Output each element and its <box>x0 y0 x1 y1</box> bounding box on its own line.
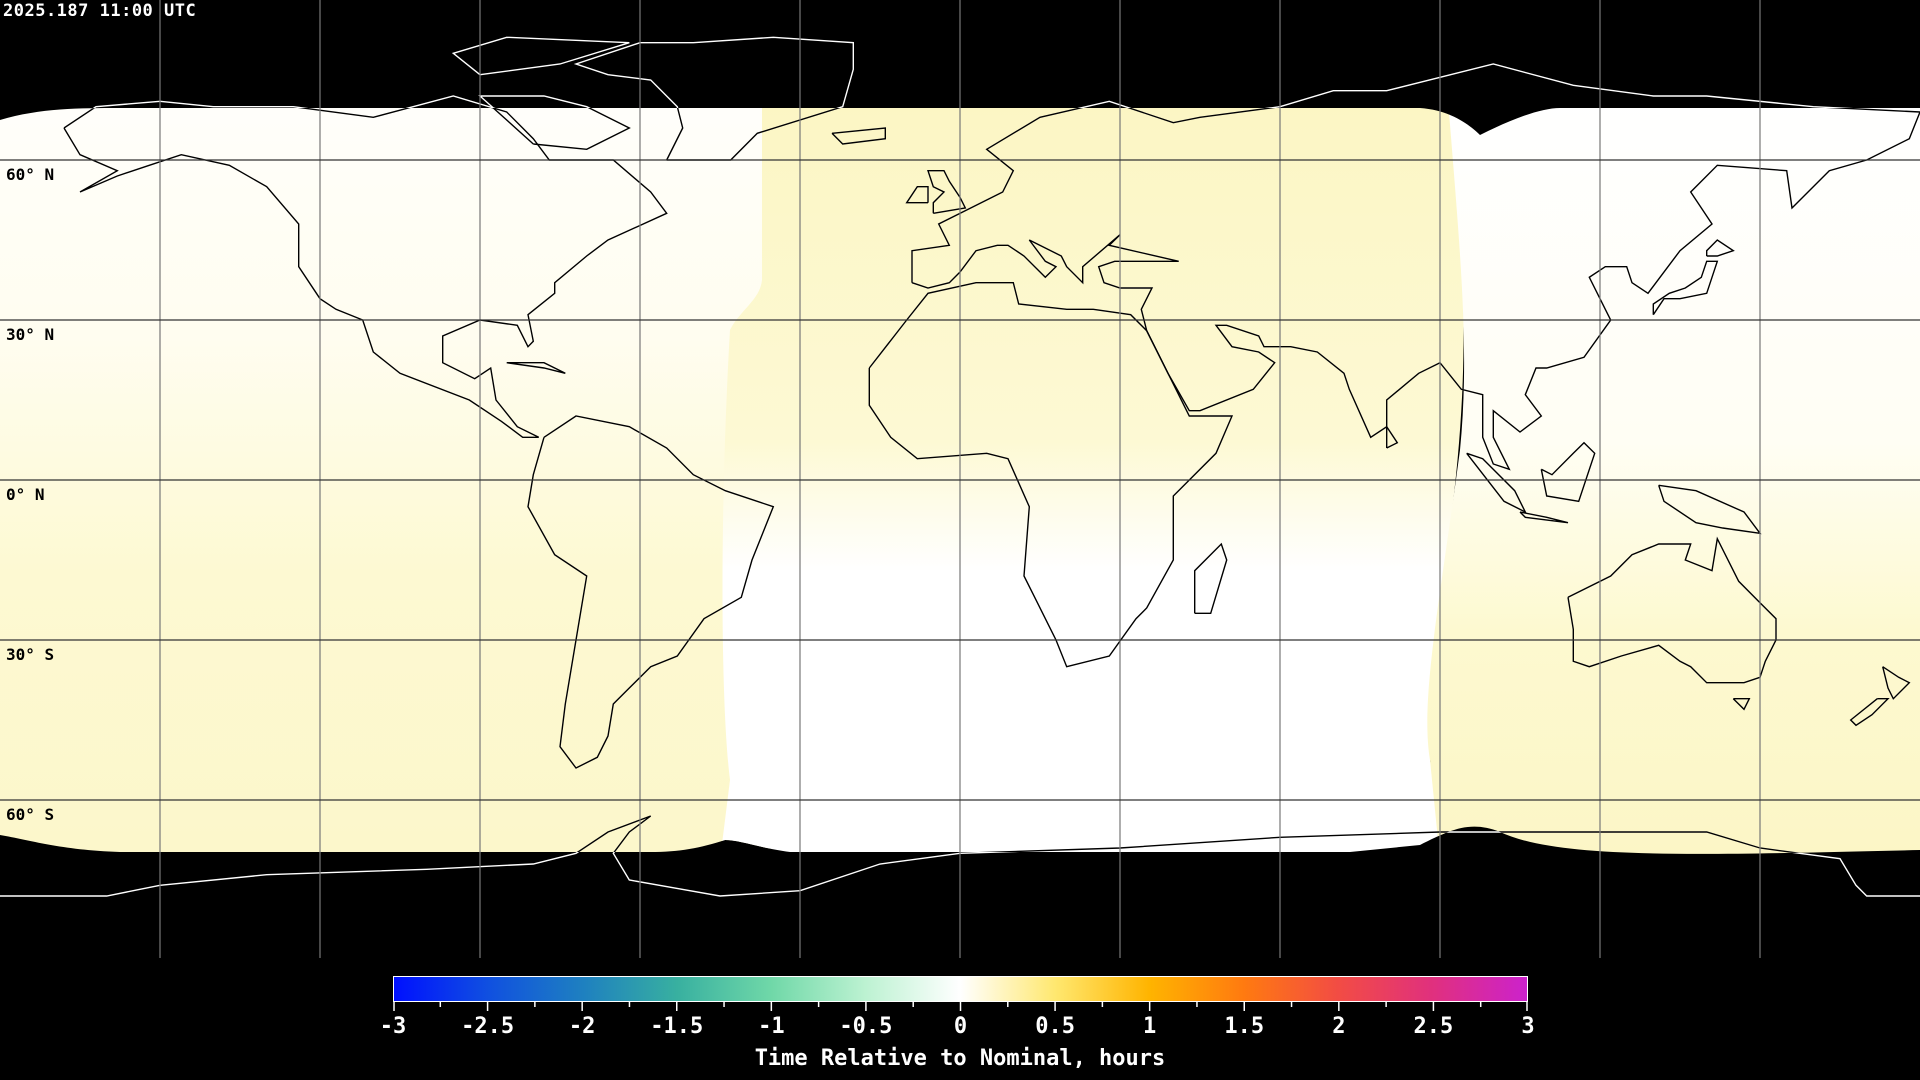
colorbar-tick-label: -1 <box>758 1014 785 1039</box>
colorbar-tick-label: 2.5 <box>1413 1014 1454 1039</box>
colorbar-tick-label: 1 <box>1143 1014 1157 1039</box>
lat-label: 60° S <box>6 805 55 824</box>
coastline-new-guinea <box>1658 484 1762 535</box>
timestamp-label: 2025.187 11:00 UTC <box>3 1 197 21</box>
colorbar-tick-label: -2 <box>568 1014 596 1039</box>
colorbar-tick-label: 2 <box>1332 1014 1346 1039</box>
coastline-hokkaido <box>1706 239 1735 257</box>
coastline-cuba <box>506 362 566 374</box>
colorbar-ticks <box>393 1002 1528 1011</box>
world-map <box>0 0 1920 958</box>
colorbar-title: Time Relative to Nominal, hours <box>754 1046 1166 1071</box>
coastline-antarctica <box>0 815 1920 854</box>
coastline-north-america <box>63 108 668 438</box>
colorbar-tick-label: -3 <box>379 1014 407 1039</box>
colorbar-tick-label: -2.5 <box>461 1014 515 1039</box>
coastline-south-america <box>527 415 775 769</box>
colorbar-tick-label: 0 <box>953 1014 968 1039</box>
coastline-greenland <box>573 108 854 161</box>
coastline-madagascar <box>1194 542 1228 614</box>
graticule <box>0 0 1920 958</box>
colorbar-tick-label: 0.5 <box>1035 1014 1075 1039</box>
coastline-sri-lanka <box>1386 424 1399 449</box>
coastline-new-zealand-south <box>1849 698 1890 727</box>
coastline-iceland <box>831 127 886 145</box>
coastlines-day <box>0 108 1920 854</box>
colorbar-tick-label: -1.5 <box>650 1014 704 1039</box>
coastline-borneo <box>1540 441 1596 503</box>
colorbar-tick-label: -0.5 <box>839 1014 893 1039</box>
coastline-baffin <box>478 108 631 151</box>
lat-label: 30° S <box>6 645 55 664</box>
coastline-ellesmere <box>451 36 630 76</box>
coastline-australia <box>1567 536 1777 684</box>
lat-label: 30° N <box>6 325 55 344</box>
coastline-eurasia <box>911 108 1920 471</box>
coastline-africa <box>868 282 1234 668</box>
coastline-japan <box>1652 260 1719 316</box>
colorbar-tick-label: 3 <box>1521 1014 1535 1039</box>
coastline-new-zealand-north <box>1882 666 1911 700</box>
coastline-java <box>1519 511 1569 524</box>
colorbar-tick-label: 1.5 <box>1224 1014 1265 1039</box>
coastline-british-isles <box>927 170 967 214</box>
lat-label: 60° N <box>6 165 55 184</box>
coastline-ireland <box>905 186 929 204</box>
colorbar <box>393 976 1528 1002</box>
coastline-sumatra <box>1466 452 1527 514</box>
coastline-tasmania <box>1732 698 1751 711</box>
lat-label: 0° N <box>6 485 45 504</box>
field-west <box>0 108 770 854</box>
